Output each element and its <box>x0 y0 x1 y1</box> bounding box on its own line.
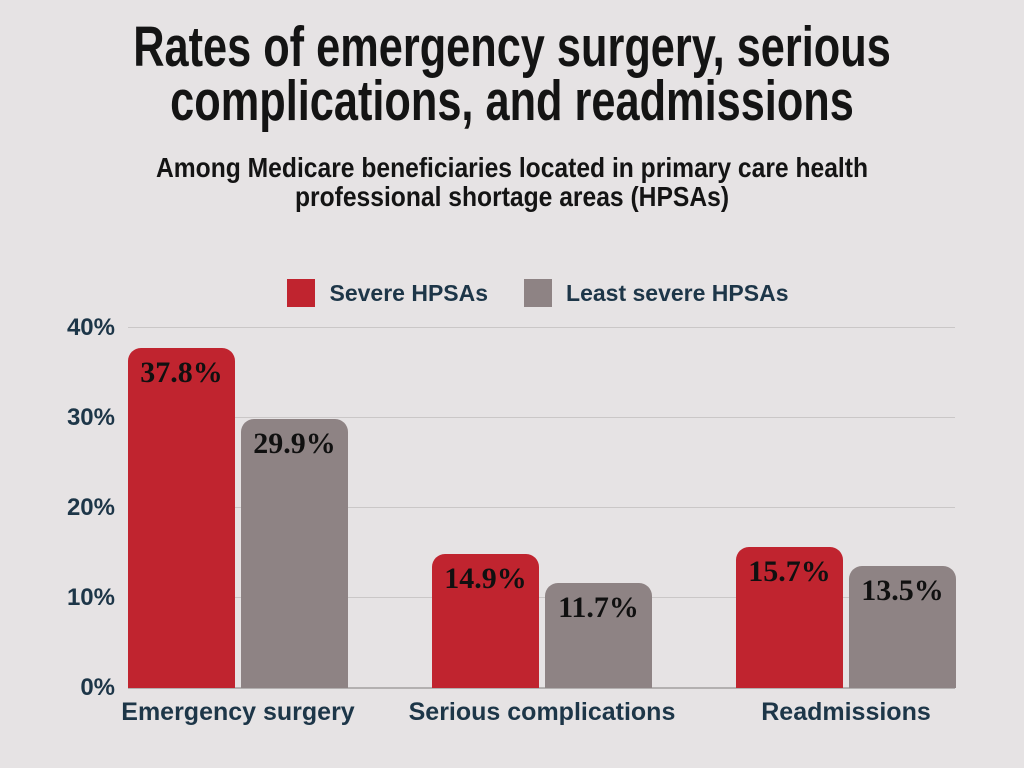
gridline-10 <box>128 597 955 598</box>
y-tick-label-30: 30% <box>66 404 115 431</box>
x-category-label-serious-complications: Serious complications <box>408 698 676 726</box>
legend: Severe HPSAs Least severe HPSAs <box>26 279 1024 307</box>
bar-value-label-emergency-surgery-severe-hpsas: 37.8% <box>140 356 223 389</box>
legend-item-least-severe-hpsas: Least severe HPSAs <box>524 279 789 307</box>
bar-value-label-serious-complications-least-severe-hpsas: 11.7% <box>558 591 639 624</box>
bar-emergency-surgery-least-severe-hpsas: 29.9% <box>241 419 348 688</box>
y-tick-label-0: 0% <box>80 674 115 701</box>
bar-value-label-readmissions-least-severe-hpsas: 13.5% <box>861 574 944 607</box>
bar-serious-complications-severe-hpsas: 14.9% <box>432 554 539 688</box>
x-category-label-emergency-surgery: Emergency surgery <box>121 698 355 726</box>
x-axis-line <box>128 687 955 689</box>
chart-title: Rates of emergency surgery, serious comp… <box>123 19 901 130</box>
y-tick-label-10: 10% <box>66 584 115 611</box>
chart-subtitle-line-1: Among Medicare beneficiaries located in … <box>155 152 869 183</box>
chart-title-line-1: Rates of emergency surgery, serious <box>133 15 891 79</box>
y-tick-label-40: 40% <box>66 314 115 341</box>
gridline-30 <box>128 417 955 418</box>
gridline-20 <box>128 507 955 508</box>
bar-emergency-surgery-severe-hpsas: 37.8% <box>128 348 235 688</box>
chart-subtitle: Among Medicare beneficiaries located in … <box>61 153 962 211</box>
legend-item-severe-hpsas: Severe HPSAs <box>287 279 488 307</box>
gridline-40 <box>128 327 955 328</box>
bar-value-label-serious-complications-severe-hpsas: 14.9% <box>444 562 527 595</box>
y-tick-label-20: 20% <box>66 494 115 521</box>
bar-serious-complications-least-severe-hpsas: 11.7% <box>545 583 652 688</box>
chart-subtitle-line-2: professional shortage areas (HPSAs) <box>294 181 730 212</box>
chart-title-line-2: complications, and readmissions <box>170 69 854 133</box>
bar-value-label-readmissions-severe-hpsas: 15.7% <box>748 555 831 588</box>
legend-label-severe-hpsas: Severe HPSAs <box>329 279 489 306</box>
bar-readmissions-severe-hpsas: 15.7% <box>736 547 843 688</box>
legend-swatch-least-severe-hpsas <box>524 279 553 307</box>
x-category-label-readmissions: Readmissions <box>761 698 931 726</box>
legend-swatch-severe-hpsas <box>287 279 316 307</box>
bar-value-label-emergency-surgery-least-severe-hpsas: 29.9% <box>253 427 336 460</box>
legend-label-least-severe-hpsas: Least severe HPSAs <box>566 279 789 306</box>
bar-readmissions-least-severe-hpsas: 13.5% <box>849 566 956 688</box>
